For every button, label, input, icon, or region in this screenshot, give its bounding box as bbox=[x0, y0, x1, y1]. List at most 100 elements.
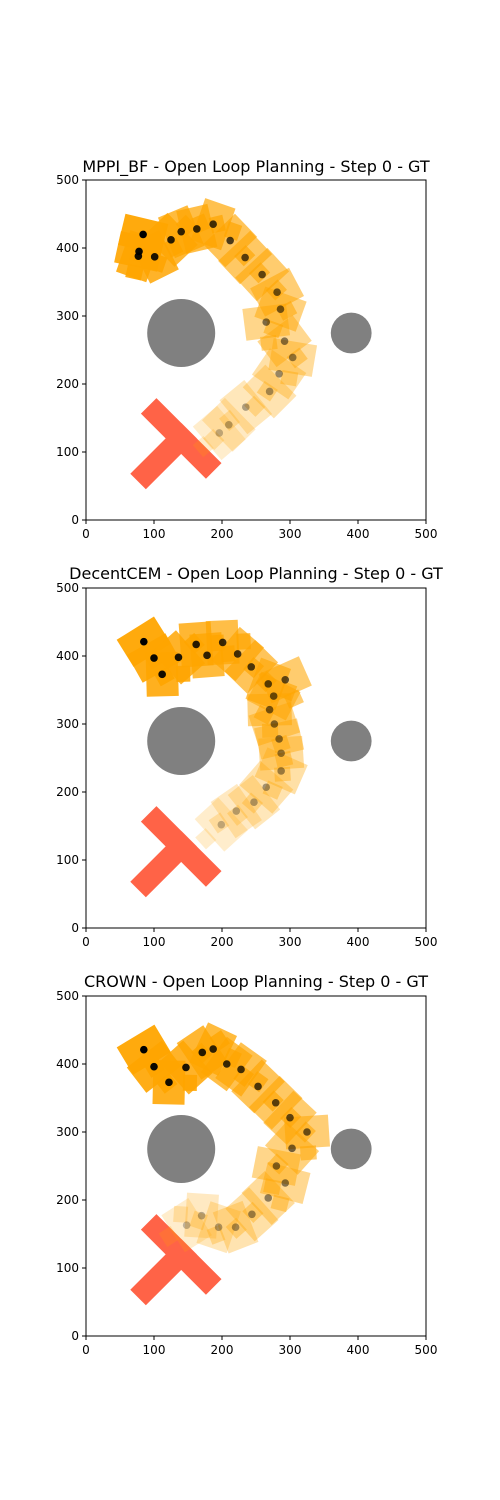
trajectory-box-head bbox=[260, 334, 278, 351]
trajectory-box-body bbox=[184, 1192, 219, 1239]
waypoint-dot bbox=[286, 1113, 294, 1122]
waypoint-dot bbox=[182, 1063, 190, 1072]
waypoint-dot bbox=[198, 1048, 207, 1057]
waypoint-dot bbox=[265, 387, 274, 396]
waypoint-dot bbox=[237, 1065, 245, 1074]
trajectory-box-body bbox=[241, 1170, 295, 1225]
y-tick-label: 500 bbox=[56, 173, 79, 187]
trajectory-box-head bbox=[274, 766, 291, 782]
plot-area bbox=[116, 616, 372, 898]
trajectory-box-head bbox=[192, 435, 214, 458]
trajectory-box-body bbox=[258, 735, 305, 771]
waypoint-dot bbox=[231, 1223, 240, 1231]
waypoint-dot bbox=[203, 651, 211, 660]
x-tick-label: 400 bbox=[347, 527, 370, 541]
trajectory-box-head bbox=[219, 409, 241, 432]
trajectory-box bbox=[219, 379, 273, 435]
chart-title: MPPI_BF - Open Loop Planning - Step 0 - … bbox=[82, 157, 430, 177]
waypoint-dot bbox=[303, 1128, 311, 1136]
trajectory-box-head bbox=[158, 1225, 180, 1247]
trajectory-box-body bbox=[254, 747, 308, 795]
waypoint-dot bbox=[225, 421, 233, 429]
y-ticks: 0 100 200 300 400 500 bbox=[56, 173, 79, 527]
x-tick-label: 200 bbox=[211, 1343, 234, 1357]
waypoint-dot bbox=[275, 735, 283, 743]
axes-border bbox=[85, 587, 427, 929]
waypoint-dot bbox=[269, 692, 278, 700]
trajectory-box bbox=[192, 405, 246, 461]
trajectory-box-head bbox=[280, 369, 299, 387]
trajectory-box-body bbox=[196, 1201, 241, 1254]
trajectory-layer bbox=[116, 1022, 331, 1254]
x-tick-label: 100 bbox=[143, 527, 166, 541]
trajectory-box-body bbox=[239, 760, 294, 814]
waypoint-dot bbox=[165, 1078, 173, 1087]
y-ticks: 0 100 200 300 400 500 bbox=[56, 989, 79, 1343]
waypoint-dot bbox=[265, 705, 274, 714]
waypoint-dot bbox=[272, 1162, 281, 1170]
trajectory-box bbox=[251, 348, 307, 402]
goal-t-stem bbox=[130, 422, 197, 490]
obstacle-circle bbox=[330, 1128, 372, 1170]
x-tick-label: 500 bbox=[415, 935, 438, 949]
trajectory-box-body bbox=[259, 1162, 311, 1204]
waypoint-dot bbox=[280, 337, 289, 345]
waypoint-dot bbox=[288, 353, 297, 362]
trajectory-box bbox=[201, 397, 256, 452]
x-tick-label: 400 bbox=[347, 1343, 370, 1357]
y-tick-label: 400 bbox=[56, 1057, 79, 1071]
plot-area bbox=[114, 198, 372, 490]
obstacle-layer bbox=[147, 707, 372, 775]
trajectory-box bbox=[158, 1198, 212, 1253]
axes-frame bbox=[82, 587, 427, 932]
y-tick-label: 0 bbox=[71, 513, 79, 527]
axes-border bbox=[85, 995, 427, 1337]
y-tick-label: 400 bbox=[56, 241, 79, 255]
goal-layer bbox=[130, 1214, 222, 1306]
y-tick-label: 200 bbox=[56, 377, 79, 391]
waypoint-dot bbox=[277, 749, 285, 758]
trajectory-box-head bbox=[242, 1201, 264, 1223]
waypoint-dot bbox=[209, 1045, 217, 1053]
waypoint-dot bbox=[277, 767, 285, 775]
waypoint-dot bbox=[241, 253, 249, 262]
waypoint-dot bbox=[264, 1194, 273, 1202]
trajectory-box-head bbox=[271, 734, 291, 754]
waypoint-dot bbox=[218, 638, 227, 647]
trajectory-box-body bbox=[194, 797, 248, 852]
waypoint-dot bbox=[233, 650, 242, 658]
waypoint-dot bbox=[182, 1221, 191, 1229]
axes-frame bbox=[82, 995, 427, 1340]
trajectory-box-head bbox=[244, 395, 266, 417]
waypoint-dot bbox=[275, 370, 283, 378]
waypoint-layer bbox=[134, 220, 297, 437]
waypoint-dot bbox=[140, 1045, 148, 1054]
chart-title: DecentCEM - Open Loop Planning - Step 0 … bbox=[69, 564, 443, 583]
plot-area bbox=[116, 1022, 372, 1306]
trajectory-box-head bbox=[206, 1224, 226, 1245]
trajectory-box bbox=[206, 1200, 259, 1254]
goal-t-shape bbox=[130, 806, 222, 898]
goal-layer bbox=[130, 398, 222, 490]
x-tick-label: 200 bbox=[211, 527, 234, 541]
trajectory-box bbox=[242, 364, 297, 419]
trajectory-box bbox=[258, 735, 305, 782]
y-tick-label: 100 bbox=[56, 853, 79, 867]
waypoint-dot bbox=[288, 1144, 296, 1153]
goal-t-shape bbox=[130, 1214, 222, 1306]
waypoint-dot bbox=[174, 653, 183, 662]
goal-layer bbox=[130, 806, 222, 898]
x-tick-label: 0 bbox=[82, 527, 90, 541]
trajectory-box bbox=[189, 1201, 241, 1254]
trajectory-box-head bbox=[256, 380, 278, 402]
waypoint-dot bbox=[254, 1082, 262, 1091]
x-tick-label: 300 bbox=[279, 527, 302, 541]
waypoint-dot bbox=[193, 225, 201, 233]
obstacle-circle bbox=[147, 299, 216, 367]
waypoint-dot bbox=[209, 220, 217, 228]
waypoint-dot bbox=[271, 1098, 280, 1107]
trajectory-box-body bbox=[201, 397, 256, 452]
waypoint-dot bbox=[217, 820, 226, 829]
trajectory-box-body bbox=[219, 379, 273, 435]
axes-border bbox=[85, 179, 427, 521]
